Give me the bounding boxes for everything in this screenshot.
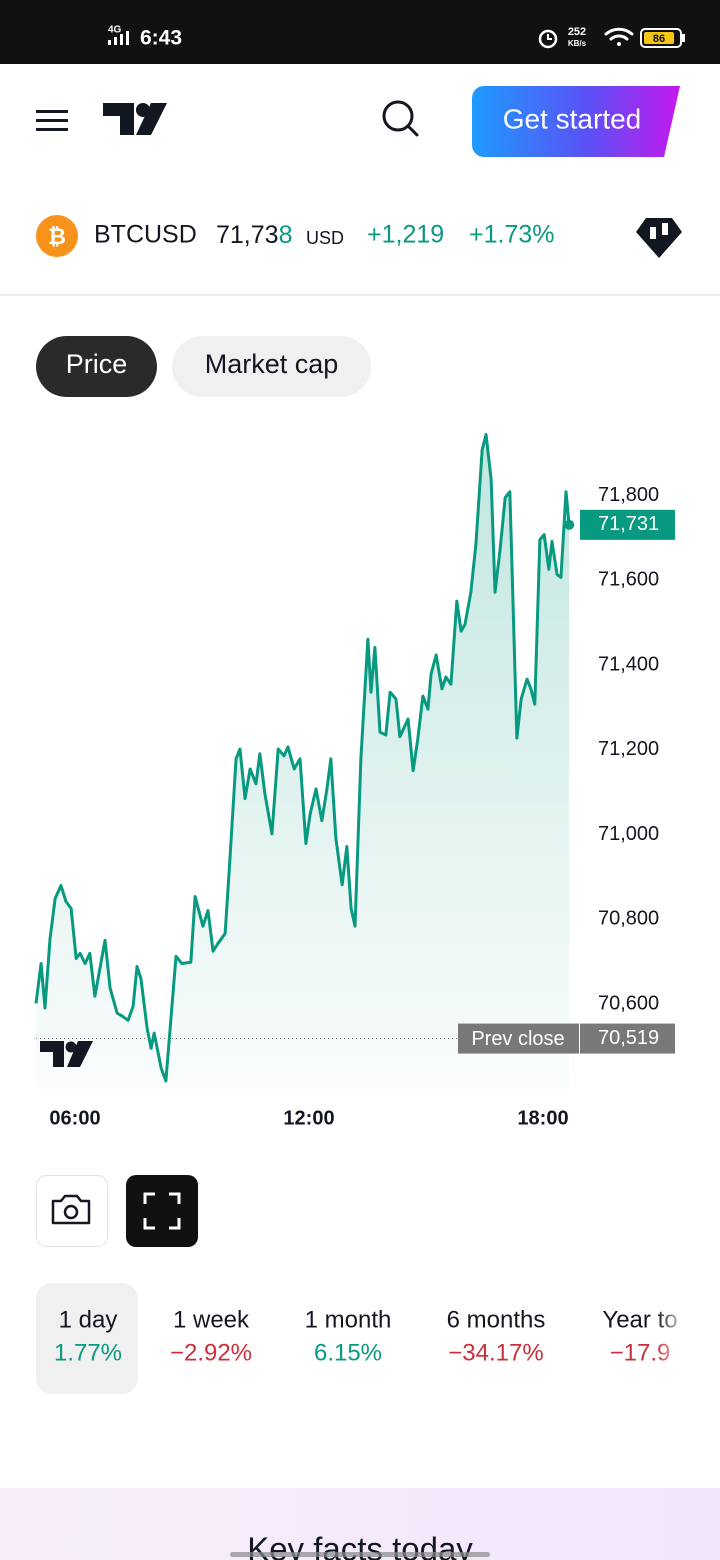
period-change: 1.77% [54, 1339, 122, 1366]
tab-label[interactable]: Price [66, 349, 128, 379]
net-speed-unit: KB/s [568, 39, 587, 48]
y-tick-label: 71,200 [598, 738, 659, 760]
prev-close-label: 70,519 [598, 1027, 659, 1049]
tab-market-cap[interactable] [172, 336, 371, 397]
price-head: 71,73 [216, 221, 279, 249]
battery [640, 28, 682, 48]
y-tick-label: 70,600 [598, 993, 659, 1015]
last-point [564, 519, 575, 530]
candles-badge[interactable] [636, 218, 682, 258]
key-facts-section [0, 1488, 720, 1560]
coin-icon [36, 215, 78, 257]
x-tick-label: 06:00 [49, 1107, 100, 1129]
fullscreen-icon[interactable] [143, 1192, 181, 1230]
last-price-badge [580, 509, 675, 540]
y-tick-label: 70,800 [598, 908, 659, 930]
net-speed: 252 [568, 26, 586, 38]
price-line [34, 433, 571, 1083]
coin-symbol: ₿ [48, 224, 66, 249]
get-started-label[interactable]: Get started [503, 103, 642, 134]
change: +1,219 [367, 221, 444, 249]
battery-level [644, 32, 674, 44]
network: 4G [108, 25, 122, 36]
row-fade [656, 1290, 688, 1390]
symbol: BTCUSD [94, 221, 197, 249]
logo[interactable] [103, 103, 167, 135]
menu-button[interactable] [36, 110, 68, 131]
y-tick-label: 71,000 [598, 823, 659, 845]
x-tick-label: 12:00 [283, 1107, 334, 1129]
area [36, 434, 570, 1089]
chart-watermark [40, 1041, 93, 1067]
search-button[interactable] [382, 100, 419, 137]
last-price-label: 71,731 [598, 513, 659, 535]
signal-icon [108, 31, 129, 45]
alarm-icon [538, 29, 558, 49]
prev-close-value-badge [580, 1023, 675, 1054]
clock: 6:43 [140, 27, 182, 50]
y-tick-label: 71,400 [598, 653, 659, 675]
battery-tip [682, 34, 685, 42]
period-label[interactable]: 1 day [59, 1306, 118, 1333]
status-bar [0, 0, 720, 64]
x-tick-label: 18:00 [517, 1107, 568, 1129]
y-tick-label: 71,600 [598, 569, 659, 591]
fullscreen-button[interactable] [126, 1175, 198, 1247]
scroll-handle [230, 1552, 490, 1557]
y-tick-label: 71,800 [598, 484, 659, 506]
period-change: −2.92% [170, 1339, 252, 1366]
tab-price[interactable] [36, 336, 157, 397]
period-selected [36, 1283, 138, 1394]
snapshot-button[interactable] [36, 1175, 108, 1247]
battery-text: 86 [653, 33, 665, 45]
tab-label[interactable]: Market cap [205, 349, 339, 379]
prev-close-name: Prev close [471, 1028, 564, 1050]
currency: USD [306, 228, 344, 248]
price: 71,738 [216, 221, 292, 249]
period-change: −34.17% [448, 1339, 543, 1366]
period-label[interactable]: 6 months [447, 1306, 546, 1333]
prev-close-badge [458, 1023, 579, 1054]
period-change: 6.15% [314, 1339, 382, 1366]
price-chart: 70,600 70,800 71,000 71,200 71,400 71,600 71,8… [34, 433, 675, 1129]
camera-icon[interactable] [51, 1194, 91, 1225]
wifi-icon [604, 27, 634, 46]
price-tail: 8 [279, 221, 293, 249]
period-label[interactable]: 1 week [173, 1306, 250, 1333]
change-pct: +1.73% [469, 221, 555, 249]
get-started-button[interactable] [472, 86, 680, 157]
period-row: 1 day 1.77% 1 week −2.92% 1 month 6.15% 6 mont… [36, 1283, 678, 1394]
period-label[interactable]: 1 month [305, 1306, 392, 1333]
